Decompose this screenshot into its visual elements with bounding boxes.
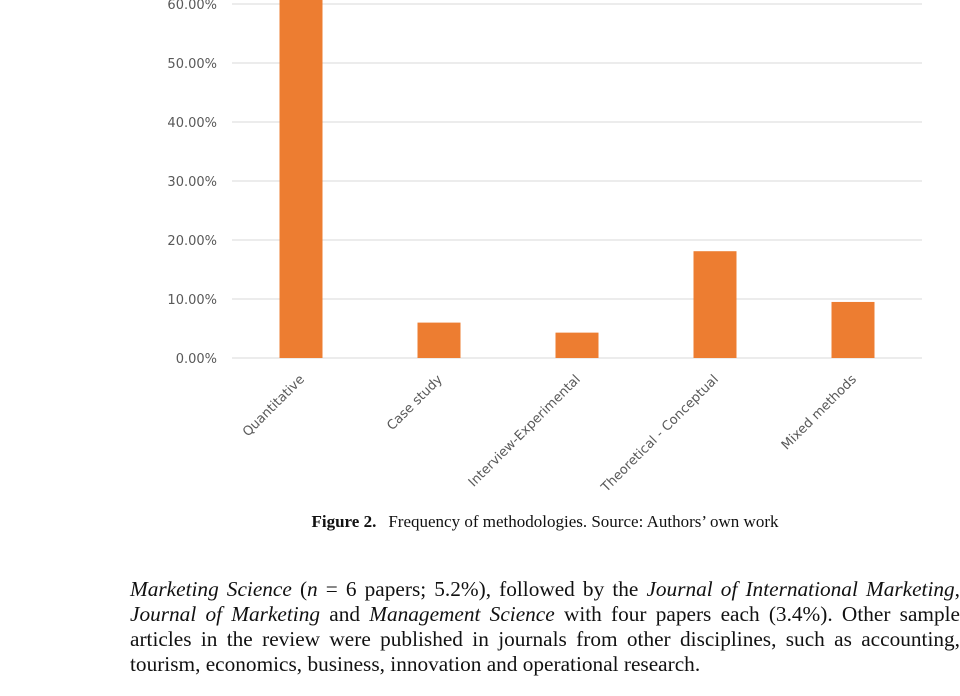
y-axis-ticks: 0.00% 10.00% 20.00% 30.00% 40.00% 50.00% 60.00… — [167, 0, 217, 367]
paragraph-line-3: articles in the review were published in… — [130, 627, 960, 651]
bar — [279, 0, 323, 358]
y-tick-label: 40.00% — [167, 116, 217, 131]
variable-n: n — [307, 577, 318, 601]
y-tick-label: 30.00% — [167, 175, 217, 190]
body-paragraph: Marketing Science (n = 6 papers; 5.2%), … — [130, 577, 960, 677]
text-run: ( — [291, 577, 308, 601]
bar — [555, 332, 599, 358]
y-tick-label: 60.00% — [167, 0, 217, 13]
gridlines — [232, 3, 922, 359]
x-tick-label: Interview-Experimental — [466, 372, 584, 490]
text-run: , — [954, 577, 960, 601]
paragraph-line-1: Marketing Science (n = 6 papers; 5.2%), … — [130, 577, 960, 602]
figure-caption-text: Frequency of methodologies. Source: Auth… — [388, 512, 779, 531]
bar — [693, 251, 737, 358]
y-tick-label: 50.00% — [167, 57, 217, 72]
x-tick-label: Theoretical - Conceptual — [598, 372, 722, 496]
journal-name: Marketing Science — [130, 577, 292, 601]
journal-name: Journal of Marketing — [130, 602, 321, 626]
text-run: = 6 papers; 5.2%), followed by the — [317, 577, 647, 601]
text-run: with four papers each (3.4%). Other samp… — [554, 602, 960, 626]
x-tick-label: Mixed methods — [779, 372, 860, 453]
journal-name: Journal of International Marketing — [646, 577, 955, 601]
methodology-bar-chart: 0.00% 10.00% 20.00% 30.00% 40.00% 50.00% 60.00… — [167, 0, 922, 496]
x-tick-label: Quantitative — [240, 372, 308, 440]
bars — [279, 0, 875, 358]
text-run: and — [320, 602, 370, 626]
bar — [417, 322, 461, 358]
bar — [831, 301, 875, 358]
paragraph-line-4: tourism, economics, business, innovation… — [130, 652, 701, 676]
journal-name: Management Science — [369, 602, 555, 626]
x-axis-ticks: Quantitative Case study Interview-Experime… — [240, 372, 860, 496]
y-tick-label: 10.00% — [167, 293, 217, 308]
paragraph-line-2: Journal of Marketing and Management Scie… — [130, 602, 960, 627]
figure-caption: Figure 2. Frequency of methodologies. Sou… — [0, 512, 960, 532]
x-tick-label: Case study — [384, 372, 446, 434]
figure-label: Figure 2. — [311, 512, 377, 531]
y-tick-label: 0.00% — [176, 352, 217, 367]
y-tick-label: 20.00% — [167, 234, 217, 249]
